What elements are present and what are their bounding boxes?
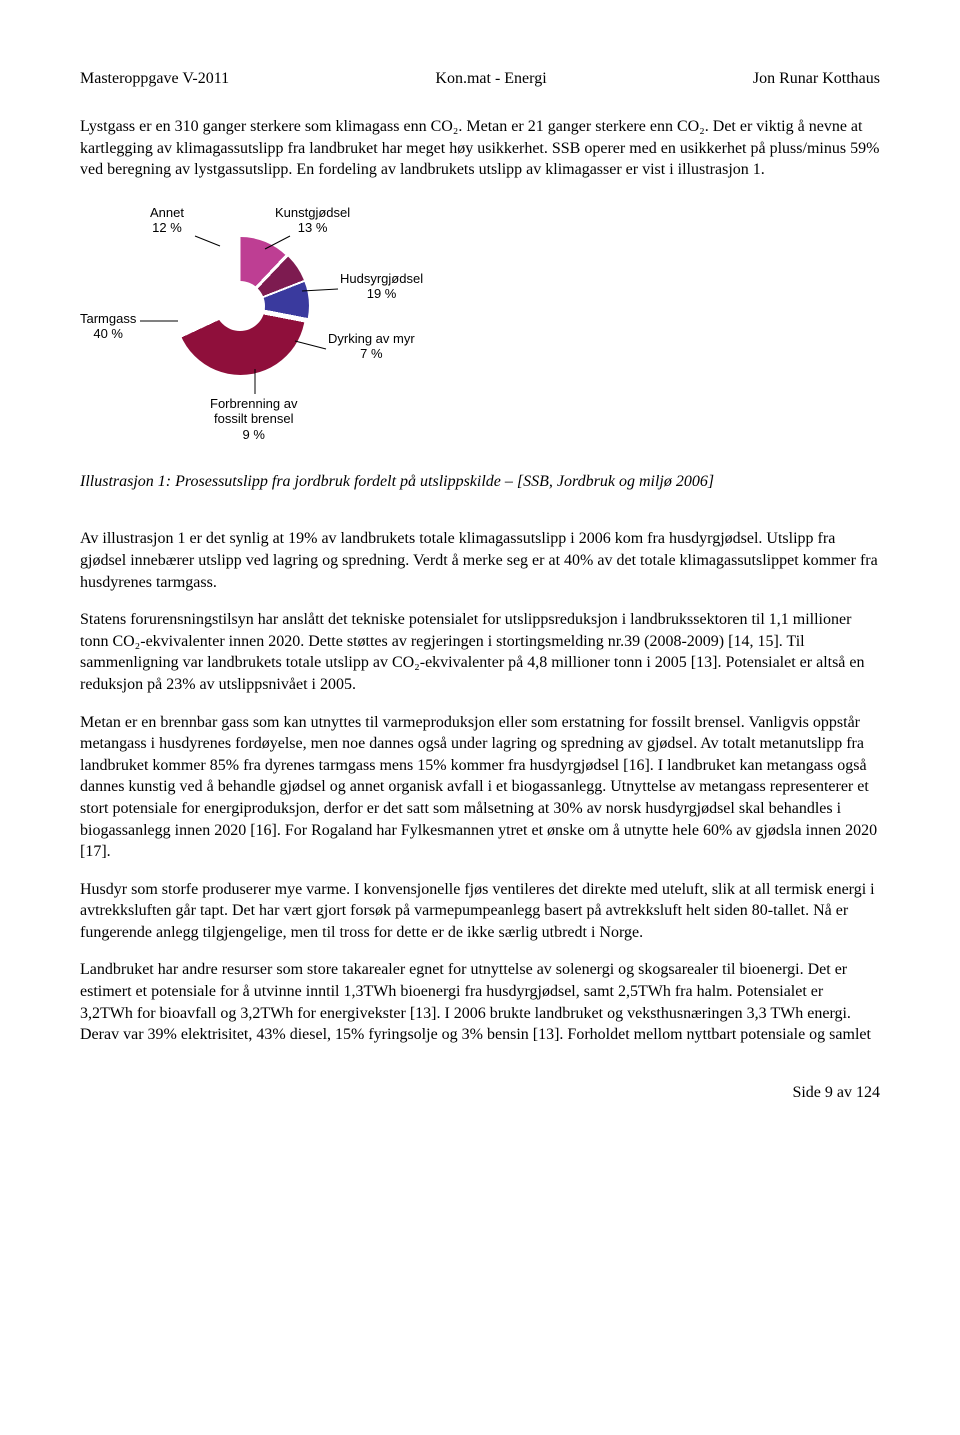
header-left: Masteroppgave V-2011 bbox=[80, 70, 229, 88]
page-header: Masteroppgave V-2011 Kon.mat - Energi Jo… bbox=[80, 70, 880, 88]
paragraph-5: Husdyr som storfe produserer mye varme. … bbox=[80, 879, 880, 944]
label-forbrenn-l1: Forbrenning av bbox=[210, 396, 297, 412]
label-kunst-name: Kunstgjødsel bbox=[275, 205, 350, 221]
paragraph-intro: Lystgass er en 310 ganger sterkere som k… bbox=[80, 116, 880, 181]
header-center: Kon.mat - Energi bbox=[435, 70, 546, 88]
label-hudsyr-name: Hudsyrgjødsel bbox=[340, 271, 423, 287]
label-dyrking-val: 7 % bbox=[328, 346, 415, 362]
paragraph-6: Landbruket har andre resurser som store … bbox=[80, 959, 880, 1045]
label-tarmgass-val: 40 % bbox=[80, 326, 136, 342]
label-dyrking-name: Dyrking av myr bbox=[328, 331, 415, 347]
emissions-pie-chart: Annet 12 % Kunstgjødsel 13 % Hudsyrgjøds… bbox=[80, 201, 880, 461]
header-right: Jon Runar Kotthaus bbox=[753, 70, 880, 88]
label-annet: Annet 12 % bbox=[150, 205, 184, 236]
label-annet-val: 12 % bbox=[150, 220, 184, 236]
label-forbrenning: Forbrenning av fossilt brensel 9 % bbox=[210, 396, 297, 443]
page-footer: Side 9 av 124 bbox=[80, 1084, 880, 1102]
label-tarmgass: Tarmgass 40 % bbox=[80, 311, 136, 342]
label-kunst-val: 13 % bbox=[275, 220, 350, 236]
label-forbrenn-l3: 9 % bbox=[210, 427, 297, 443]
label-forbrenn-l2: fossilt brensel bbox=[210, 411, 297, 427]
label-hudsyrgjodsel: Hudsyrgjødsel 19 % bbox=[340, 271, 423, 302]
label-hudsyr-val: 19 % bbox=[340, 286, 423, 302]
label-dyrking: Dyrking av myr 7 % bbox=[328, 331, 415, 362]
paragraph-3: Statens forurensningstilsyn har anslått … bbox=[80, 609, 880, 695]
label-annet-name: Annet bbox=[150, 205, 184, 221]
pie-center bbox=[215, 281, 265, 331]
paragraph-4: Metan er en brennbar gass som kan utnytt… bbox=[80, 712, 880, 863]
figure-caption: Illustrasjon 1: Prosessutslipp fra jordb… bbox=[80, 471, 880, 493]
label-kunstgjodsel: Kunstgjødsel 13 % bbox=[275, 205, 350, 236]
label-tarmgass-name: Tarmgass bbox=[80, 311, 136, 327]
paragraph-2: Av illustrasjon 1 er det synlig at 19% a… bbox=[80, 528, 880, 593]
